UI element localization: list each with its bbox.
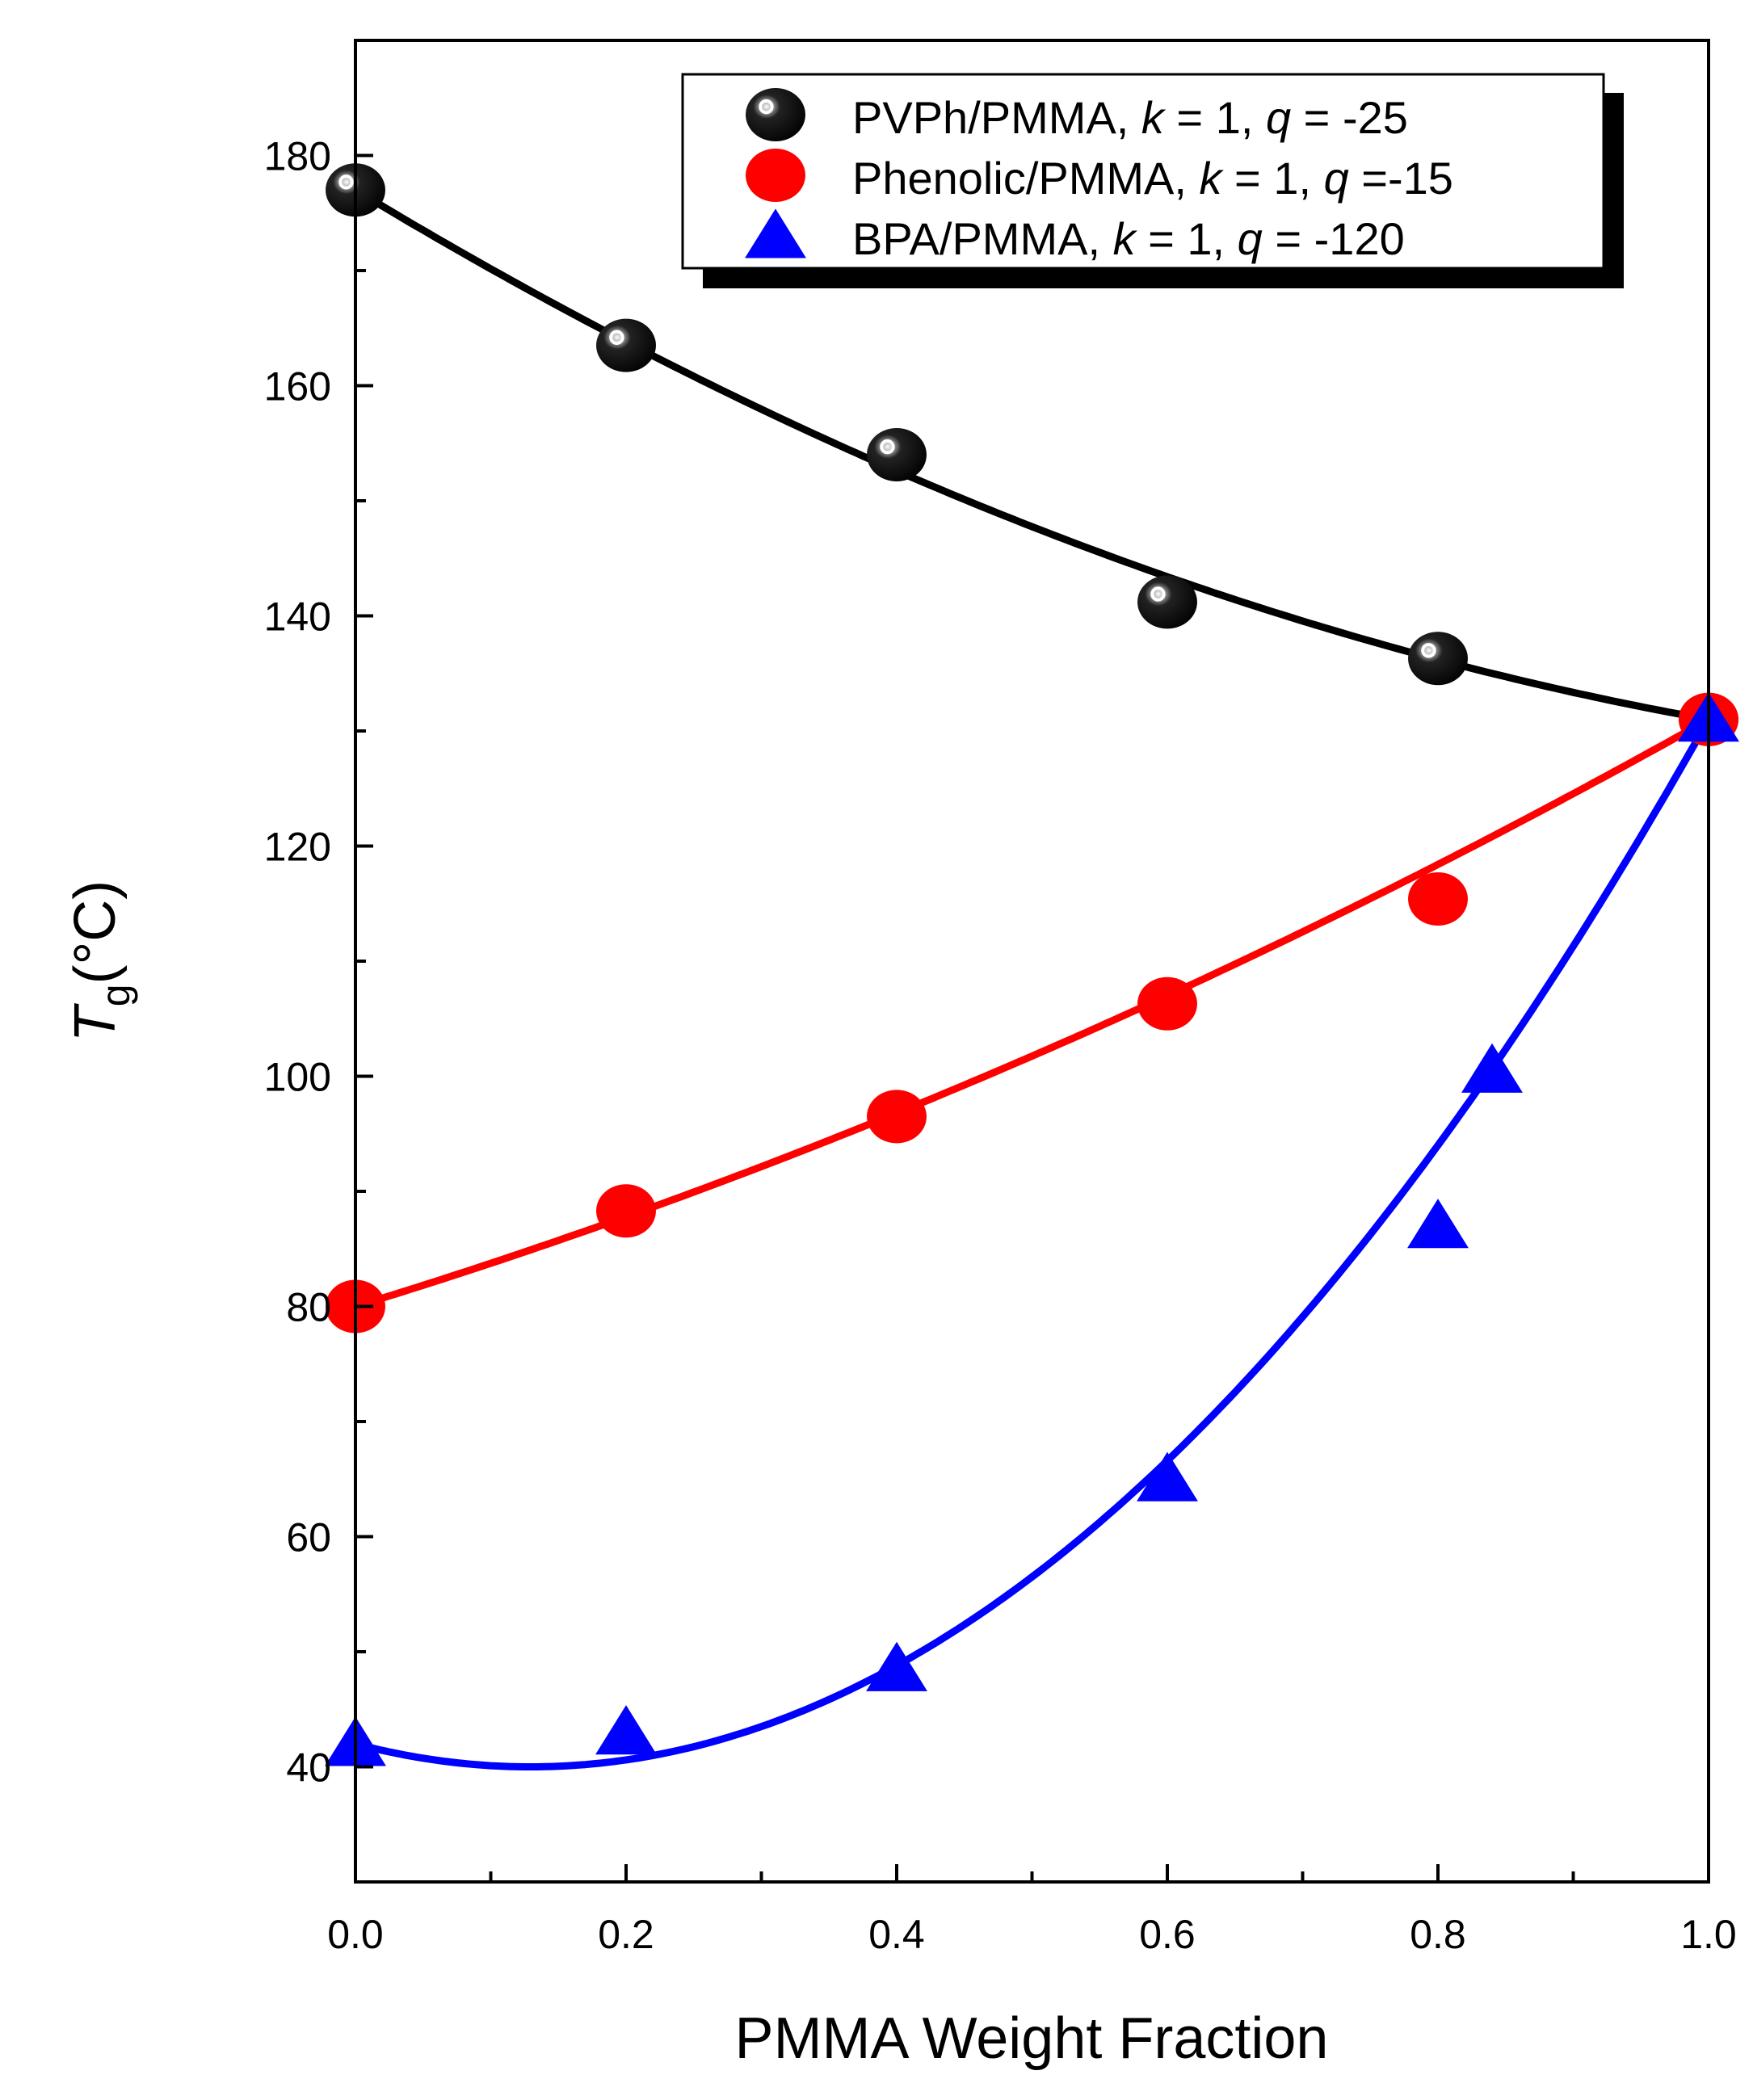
y-tick-label: 80 [286,1285,331,1330]
data-point [1137,575,1197,629]
y-tick-label: 120 [264,825,331,870]
legend-entry: BPA/PMMA, k = 1, q = -120 [745,208,1405,264]
data-point [867,1090,927,1144]
x-tick-label: 0.2 [598,1912,654,1957]
y-axis-title: Tg(°C) [63,880,138,1043]
data-point [745,208,806,258]
y-tick-label: 40 [286,1745,331,1791]
data-point [1461,1043,1523,1093]
data-point [746,88,805,141]
y-tick-label: 140 [264,594,331,640]
y-tick-label: 180 [264,134,331,179]
y-axis-title-subscript: g [93,984,138,1006]
data-point [1137,976,1197,1031]
data-point [595,1705,657,1755]
data-point [1407,1199,1469,1249]
x-tick-label: 0.4 [868,1912,925,1957]
svg-text:Phenolic/PMMA, k = 1, q =-15: Phenolic/PMMA, k = 1, q =-15 [852,153,1453,204]
axis-ticks [354,39,1710,1884]
x-tick-label: 1.0 [1680,1912,1737,1957]
x-axis-title: PMMA Weight Fraction [735,2006,1329,2071]
data-point [1408,872,1468,926]
data-point [1408,632,1468,686]
x-tick-label: 0.6 [1139,1912,1196,1957]
fit-curve [354,716,1711,1310]
data-point [867,428,927,481]
plot-frame [354,39,1710,1884]
svg-text:BPA/PMMA, k = 1, q = -120: BPA/PMMA, k = 1, q = -120 [852,213,1405,264]
y-tick-label: 160 [264,364,331,410]
y-axis-title-unit: (°C) [63,880,128,985]
y-tick-label: 60 [286,1515,331,1560]
x-tick-label: 0.0 [327,1912,384,1957]
y-tick-labels: 40 60 80 100 120 140 160 180 [264,134,331,1791]
data-point [866,1641,927,1691]
fit-curves [353,187,1712,1770]
x-tick-labels: 0.0 0.2 0.4 0.6 0.8 1.0 [327,1912,1737,1957]
x-tick-label: 0.8 [1410,1912,1466,1957]
data-point [596,318,656,372]
legend: PVPh/PMMA, k = 1, q = -25 Phenolic/PMMA, … [681,73,1624,288]
data-markers [325,163,1739,1766]
legend-entry: PVPh/PMMA, k = 1, q = -25 [746,88,1408,143]
data-point [746,149,805,202]
svg-text:PVPh/PMMA, k = 1, q = -25: PVPh/PMMA, k = 1, q = -25 [852,92,1408,143]
svg-text:Tg(°C): Tg(°C) [63,880,138,1043]
legend-entry: Phenolic/PMMA, k = 1, q =-15 [746,149,1453,204]
fit-curve [353,187,1709,724]
data-point [596,1184,656,1238]
y-axis-title-symbol: T [63,1002,128,1042]
legend-box [681,73,1605,270]
y-tick-label: 100 [264,1055,331,1100]
data-point [1137,1451,1198,1502]
